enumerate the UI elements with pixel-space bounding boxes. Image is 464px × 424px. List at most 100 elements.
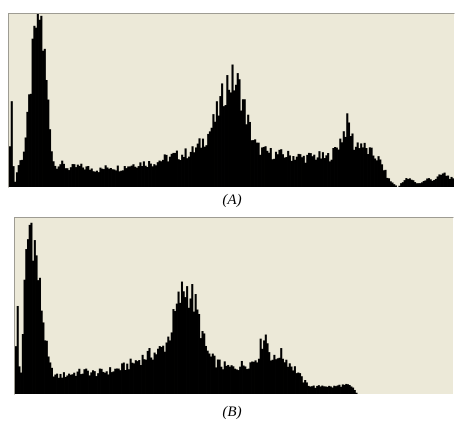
histogram-a-bar [452,178,454,187]
histogram-a-bar [22,151,25,187]
histogram-a-bar [45,79,48,187]
histogram-b-bar [38,277,42,394]
histogram-b-bar [232,366,235,394]
histogram-a-bar [142,161,145,187]
histogram-a-bar [102,169,105,187]
histogram-b-bar [157,348,160,394]
histogram-b-bar [228,366,231,394]
histogram-a-bar [113,169,116,187]
histogram-b-bar [263,340,266,394]
histogram-b-bar [242,365,245,394]
histogram-b-bar [52,376,55,394]
histogram-b-bar [85,368,88,394]
histogram-b-bar [69,374,72,394]
histogram-a-bar [344,136,347,187]
histogram-a-bar [394,185,397,187]
histogram-a-bar [130,165,133,187]
histogram-b-bar [350,386,353,394]
histogram-b-bar [269,360,272,394]
histogram-a-bar [55,168,59,187]
histogram-b-bar [179,302,182,394]
histogram-a-bar [386,177,389,187]
histogram-b-bar [110,372,113,394]
histogram-b-bar [175,303,178,394]
histogram-b-bar [35,255,38,394]
histogram-b-bar [98,368,101,394]
histogram-b-bar [283,362,286,394]
histogram-a-bar [52,161,55,187]
histogram-a-bar [15,172,19,187]
histogram-a-bar [226,75,229,187]
histogram-a-bar [281,154,284,187]
histogram-b-bar [16,305,19,394]
histogram-a-bar [434,178,437,187]
histogram-b-bar [121,363,124,394]
histogram-b-bar [257,358,261,394]
histogram-b-bar [73,372,76,394]
histogram-b-bar [252,361,255,394]
histogram-b-bar [239,366,242,394]
histogram-b-bar [322,386,326,394]
histogram-a-bar [82,167,85,187]
histogram-b-bar [103,372,107,394]
histogram-a-bar [36,14,39,187]
histogram-a-bar [349,136,352,187]
histogram-b-bar [288,363,291,394]
histogram-a-bar [221,83,224,187]
histogram-b-bar [33,240,36,394]
histogram-b-bar [66,375,69,394]
histogram-b-bar [105,371,108,394]
histogram-b-bar [271,359,274,394]
histogram-a-bar [354,146,358,187]
histogram-a-bar [347,122,351,187]
histogram-a-bar [10,101,13,187]
histogram-b-bar [61,377,64,394]
histogram-a-bar [250,140,253,187]
histogram-b-bar [143,359,146,394]
histogram-a-bar [95,170,98,187]
histogram-a-bar [118,171,121,187]
histogram-b-bar [280,348,283,394]
histogram-a-bar [200,147,203,187]
histogram-a-bar [193,152,196,187]
histogram-a-bar [288,155,291,187]
histogram-b-bar [278,357,281,394]
histogram-b-bar [191,284,194,394]
histogram-a-bar [78,165,81,187]
histogram-a-bar [295,156,298,187]
histogram-a-bar [440,174,443,187]
histogram-a-bar [320,158,323,187]
histogram-b-bar [321,385,324,394]
histogram-a-bar [123,166,126,187]
histogram-b-bar [299,373,302,394]
histogram-b-bar [196,309,199,394]
histogram-b-bar [333,385,336,394]
histogram-a-bar [401,182,404,187]
histogram-b-bar [74,375,77,394]
histogram-b-bar [146,350,149,394]
histogram-a-bar [207,133,210,187]
histogram-a-bar [389,181,392,187]
histogram-a-bar [382,170,385,187]
histogram-b-bar [160,346,163,394]
histogram-a-bar [17,165,20,187]
histogram-b-bar [287,366,290,394]
histogram-b-bar [290,366,293,394]
histogram-a-bar [214,121,217,187]
histogram-a-bar [405,178,408,187]
histogram-b-bar [136,361,139,394]
histogram-a-bar [448,178,451,187]
histogram-b-bar [42,322,45,394]
histogram-b-bar [100,368,103,394]
histogram-a-bar [316,157,319,187]
histogram-b-bar [230,365,233,394]
histogram-a-bar [255,142,258,187]
histogram-b-bar [95,376,98,394]
histogram-b-bar [201,331,204,394]
histogram-b-bar [114,368,117,394]
histogram-b-bar [186,286,189,394]
histogram-a-bar [71,164,74,187]
histogram-a-bar [370,147,373,187]
histogram-a-bar [292,156,295,187]
histogram-b-bar [307,385,310,394]
